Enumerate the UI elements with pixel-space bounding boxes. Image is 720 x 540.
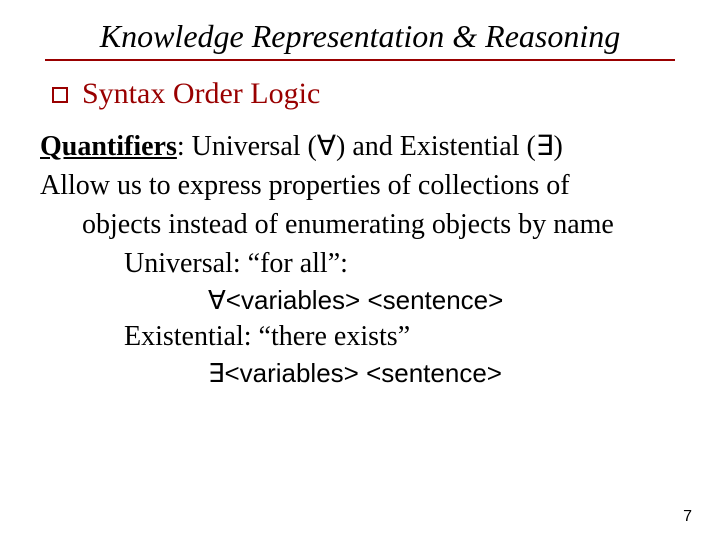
universal-formula: ∀<variables> <sentence> <box>40 283 680 317</box>
forall-symbol: ∀ <box>208 285 226 315</box>
title-underline <box>45 59 675 61</box>
slide-title: Knowledge Representation & Reasoning <box>40 18 680 55</box>
square-bullet-icon <box>52 87 68 103</box>
existential-formula: ∃<variables> <sentence> <box>40 356 680 390</box>
paragraph-line-1: Allow us to express properties of collec… <box>40 168 680 205</box>
quantifiers-label: Quantifiers <box>40 131 177 162</box>
exists-symbol: ∃ <box>208 358 224 388</box>
slide: Knowledge Representation & Reasoning Syn… <box>0 0 720 540</box>
paragraph-line-rest: objects instead of enumerating objects b… <box>40 207 680 244</box>
bullet-label: Syntax Order Logic <box>82 77 320 111</box>
universal-formula-rest: <variables> <sentence> <box>226 285 504 315</box>
body-text: Quantifiers: Universal (∀) and Existenti… <box>40 129 680 390</box>
bullet-item: Syntax Order Logic <box>40 77 680 111</box>
page-number: 7 <box>683 508 692 526</box>
quantifiers-line: Quantifiers: Universal (∀) and Existenti… <box>40 129 680 166</box>
existential-label: Existential: “there exists” <box>40 319 680 356</box>
universal-label: Universal: “for all”: <box>40 246 680 283</box>
quantifiers-rest: : Universal (∀) and Existential (∃) <box>177 131 563 162</box>
existential-formula-rest: <variables> <sentence> <box>224 358 502 388</box>
